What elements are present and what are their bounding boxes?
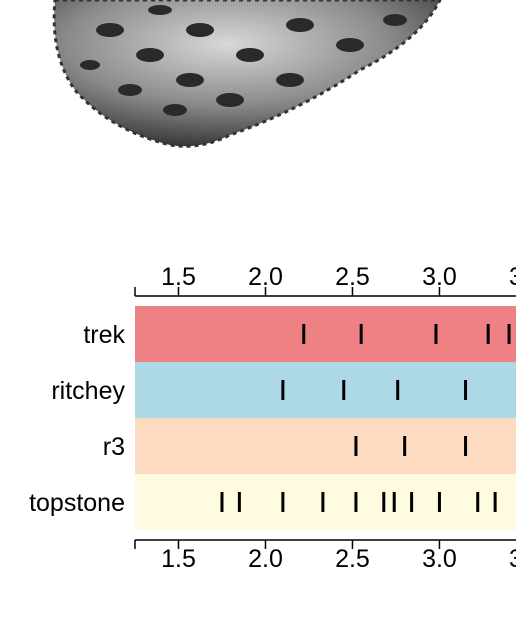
strip-mark bbox=[476, 492, 480, 512]
x-tick-label: 3.5 bbox=[509, 545, 516, 573]
strip-mark bbox=[237, 492, 241, 512]
row-band bbox=[135, 362, 516, 418]
x-tick-label: 1.5 bbox=[161, 263, 196, 291]
row-label: r3 bbox=[103, 433, 125, 461]
row-band bbox=[135, 418, 516, 474]
x-tick-label: 2.0 bbox=[248, 545, 283, 573]
strip-mark bbox=[354, 492, 358, 512]
strip-mark bbox=[281, 492, 285, 512]
row-label: trek bbox=[83, 321, 125, 349]
strip-mark bbox=[464, 436, 468, 456]
strip-mark bbox=[396, 380, 400, 400]
x-tick-label: 3.0 bbox=[422, 263, 457, 291]
strip-mark bbox=[493, 492, 497, 512]
strip-mark bbox=[403, 436, 407, 456]
x-tick-label: 2.5 bbox=[335, 263, 370, 291]
cassette-photo bbox=[52, 0, 442, 148]
strip-mark bbox=[434, 324, 438, 344]
x-tick-label: 2.5 bbox=[335, 545, 370, 573]
x-tick-label: 3.0 bbox=[422, 545, 457, 573]
row-band bbox=[135, 306, 516, 362]
strip-mark bbox=[437, 492, 441, 512]
strip-mark bbox=[359, 324, 363, 344]
row-label: topstone bbox=[29, 489, 125, 517]
strip-mark bbox=[321, 492, 325, 512]
x-tick-label: 3.5 bbox=[509, 263, 516, 291]
strip-mark bbox=[486, 324, 490, 344]
strip-mark bbox=[382, 492, 386, 512]
strip-mark bbox=[392, 492, 396, 512]
strip-mark bbox=[354, 436, 358, 456]
row-band bbox=[135, 474, 516, 530]
x-tick-label: 1.5 bbox=[161, 545, 196, 573]
strip-mark bbox=[507, 324, 511, 344]
strip-mark bbox=[220, 492, 224, 512]
row-label: ritchey bbox=[51, 377, 125, 405]
strip-mark bbox=[464, 380, 468, 400]
strip-mark bbox=[410, 492, 414, 512]
strip-mark bbox=[342, 380, 346, 400]
strip-mark bbox=[281, 380, 285, 400]
x-tick-label: 2.0 bbox=[248, 263, 283, 291]
strip-mark bbox=[302, 324, 306, 344]
